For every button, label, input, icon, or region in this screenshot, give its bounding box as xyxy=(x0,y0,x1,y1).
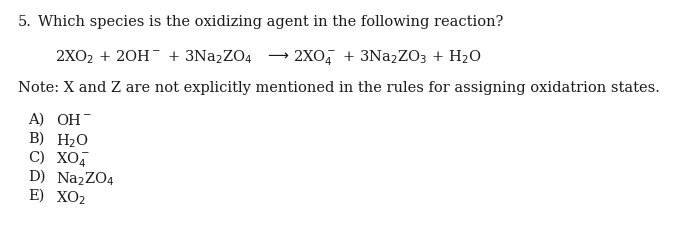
Text: 2XO$_2$ + 2OH$^-$ + 3Na$_2$ZO$_4$: 2XO$_2$ + 2OH$^-$ + 3Na$_2$ZO$_4$ xyxy=(55,48,252,66)
Text: E): E) xyxy=(28,189,44,203)
Text: XO$_2$: XO$_2$ xyxy=(56,189,86,207)
Text: H$_2$O: H$_2$O xyxy=(56,132,89,150)
Text: Na$_2$ZO$_4$: Na$_2$ZO$_4$ xyxy=(56,170,115,188)
Text: B): B) xyxy=(28,132,44,146)
Text: 5.: 5. xyxy=(18,15,32,29)
Text: OH$^-$: OH$^-$ xyxy=(56,113,92,128)
Text: Which species is the oxidizing agent in the following reaction?: Which species is the oxidizing agent in … xyxy=(38,15,504,29)
Text: A): A) xyxy=(28,113,44,127)
Text: Note: X and Z are not explicitly mentioned in the rules for assigning oxidatrion: Note: X and Z are not explicitly mention… xyxy=(18,81,660,95)
Text: 2XO$_4^-$ + 3Na$_2$ZO$_3$ + H$_2$O: 2XO$_4^-$ + 3Na$_2$ZO$_3$ + H$_2$O xyxy=(293,48,482,68)
Text: $\longrightarrow$: $\longrightarrow$ xyxy=(265,48,290,62)
Text: C): C) xyxy=(28,151,45,165)
Text: D): D) xyxy=(28,170,45,184)
Text: XO$_4^-$: XO$_4^-$ xyxy=(56,151,90,171)
